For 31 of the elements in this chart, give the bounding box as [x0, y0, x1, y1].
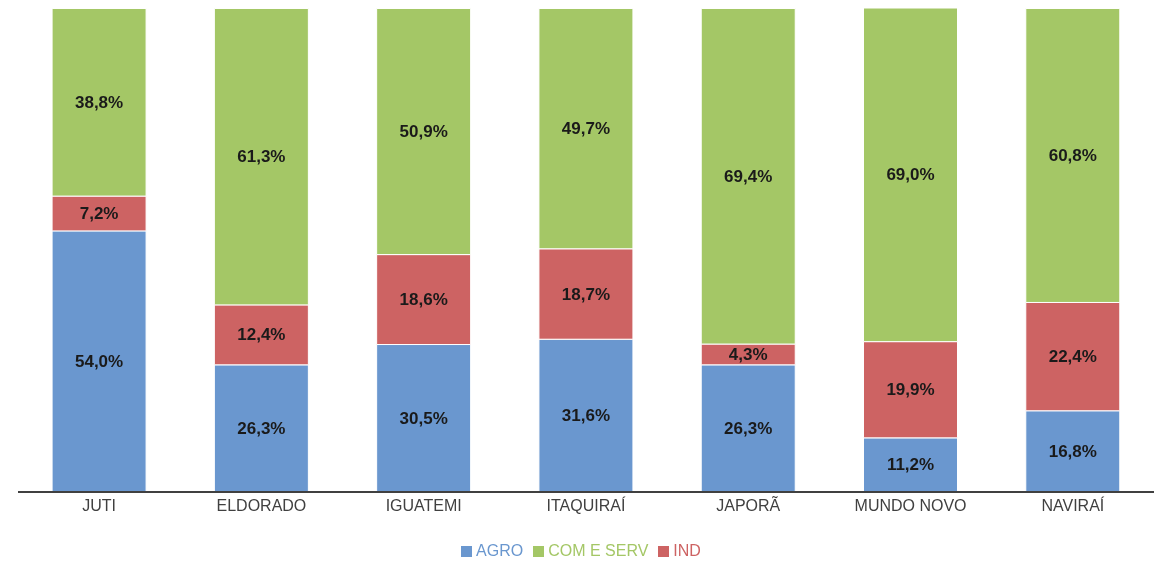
x-tick-label: MUNDO NOVO	[854, 497, 967, 515]
x-tick-label: ELDORADO	[216, 497, 307, 515]
data-label: 31,6%	[561, 406, 611, 426]
data-label: 26,3%	[724, 418, 773, 438]
legend-label: IND	[673, 542, 701, 559]
data-label: 69,4%	[724, 166, 773, 186]
data-label: 60,8%	[1048, 145, 1097, 165]
data-label: 4,3%	[728, 344, 768, 364]
legend-label: AGRO	[476, 542, 524, 559]
data-label: 12,4%	[237, 325, 286, 345]
data-label: 19,9%	[886, 380, 935, 400]
data-label: 16,8%	[1048, 441, 1097, 461]
data-label: 18,6%	[399, 290, 448, 310]
x-tick-label: JUTI	[82, 497, 117, 515]
data-label: 26,3%	[237, 418, 286, 438]
x-tick-label: IGUATEMI	[385, 497, 462, 515]
data-label: 69,0%	[886, 165, 935, 185]
data-label: 50,9%	[399, 122, 448, 142]
data-label: 61,3%	[237, 147, 286, 167]
x-tick-label: NAVIRAÍ	[1041, 496, 1105, 515]
x-tick-label: ITAQUIRAÍ	[546, 496, 626, 515]
data-label: 49,7%	[561, 119, 611, 139]
data-label: 22,4%	[1048, 347, 1097, 367]
data-label: 11,2%	[886, 455, 935, 475]
data-label: 38,8%	[74, 92, 124, 112]
data-label: 7,2%	[79, 203, 119, 223]
x-tick-label: JAPORÃ	[716, 495, 781, 515]
data-label: 18,7%	[561, 284, 611, 304]
data-label: 30,5%	[399, 408, 448, 428]
legend-label: COM E SERV	[548, 542, 649, 559]
data-label: 54,0%	[74, 351, 124, 371]
